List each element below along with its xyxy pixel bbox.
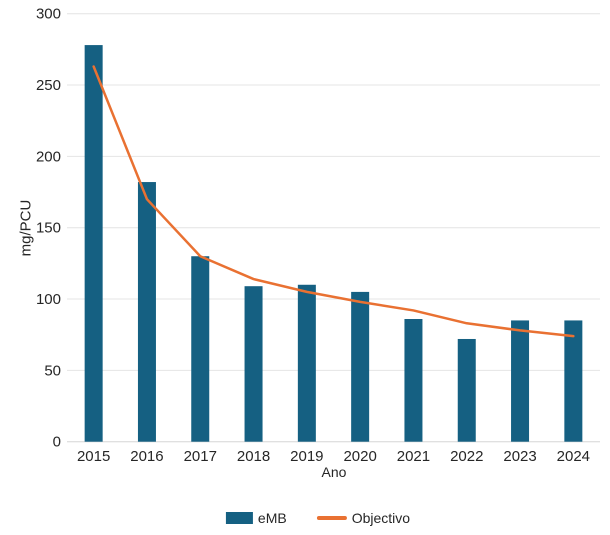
x-tick-label: 2019 xyxy=(290,448,323,465)
y-axis-title: mg/PCU xyxy=(17,199,35,257)
y-tick-label: 300 xyxy=(36,6,61,23)
y-tick-label: 100 xyxy=(36,291,61,308)
legend-label-emb: eMB xyxy=(257,510,287,526)
y-tick-label: 0 xyxy=(53,434,61,451)
legend-label-objectivo: Objectivo xyxy=(351,510,411,526)
x-tick-label: 2015 xyxy=(77,448,110,465)
objectivo-line xyxy=(92,65,575,338)
x-tick-label: 2022 xyxy=(450,448,483,465)
x-tick-label: 2023 xyxy=(503,448,536,465)
x-tick-label: 2020 xyxy=(343,448,376,465)
y-tick-label: 250 xyxy=(36,77,61,94)
legend: eMB Objectivo xyxy=(225,510,411,526)
x-tick-label: 2018 xyxy=(237,448,270,465)
x-axis-title: Ano xyxy=(321,464,347,480)
bar-2020 xyxy=(351,291,370,442)
legend-item-emb: eMB xyxy=(225,510,287,526)
x-tick-label: 2017 xyxy=(184,448,217,465)
x-tick-label: 2016 xyxy=(130,448,163,465)
x-tick-label: 2024 xyxy=(557,448,590,465)
bar-2016 xyxy=(137,182,156,442)
emb-bar-swatch-icon xyxy=(225,512,253,524)
y-tick-label: 150 xyxy=(36,220,61,237)
y-tick-label: 200 xyxy=(36,148,61,165)
bar-2017 xyxy=(191,256,210,442)
bar-2024 xyxy=(564,320,583,442)
bar-2019 xyxy=(297,284,316,442)
bar-2021 xyxy=(404,319,423,442)
objectivo-line-swatch-icon xyxy=(316,515,347,521)
bar-2023 xyxy=(511,320,530,442)
bar-2022 xyxy=(457,338,476,442)
legend-item-objectivo: Objectivo xyxy=(316,510,411,526)
bar-2018 xyxy=(244,286,263,442)
x-tick-label: 2021 xyxy=(397,448,430,465)
y-tick-label: 50 xyxy=(44,362,61,379)
bar-2015 xyxy=(84,45,103,442)
